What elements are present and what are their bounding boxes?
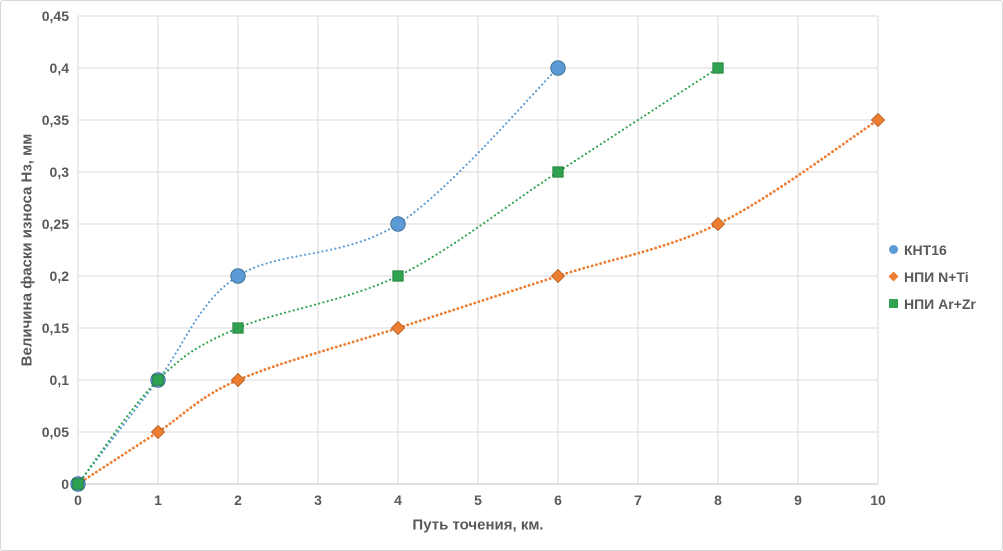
- legend-item-npi-n-ti: НПИ N+Ti: [888, 263, 976, 290]
- legend-label-knt16: КНТ16: [904, 241, 947, 258]
- svg-text:0: 0: [74, 492, 82, 508]
- svg-text:3: 3: [314, 492, 322, 508]
- svg-text:6: 6: [554, 492, 562, 508]
- svg-text:5: 5: [474, 492, 482, 508]
- svg-text:0,2: 0,2: [50, 268, 70, 284]
- legend-label-npi-ar-zr: НПИ Ar+Zr: [904, 295, 976, 312]
- svg-text:0,05: 0,05: [42, 424, 69, 440]
- svg-text:0,45: 0,45: [42, 8, 69, 24]
- svg-text:8: 8: [714, 492, 722, 508]
- svg-text:0,35: 0,35: [42, 112, 69, 128]
- diamond-marker-icon: [888, 271, 899, 282]
- tick-labels: 0 0,05 0,1 0,15 0,2 0,25 0,3 0,35 0,4 0,45 0 1 2 3 4 5 6…: [42, 8, 886, 508]
- legend-item-knt16: КНТ16: [889, 236, 976, 263]
- svg-text:2: 2: [234, 492, 242, 508]
- legend-item-npi-ar-zr: НПИ Ar+Zr: [889, 290, 976, 317]
- svg-text:0,3: 0,3: [50, 164, 70, 180]
- trendline-0: [76, 66, 560, 486]
- svg-text:0: 0: [61, 476, 69, 492]
- series-markers-2: [72, 62, 724, 490]
- svg-text:0,1: 0,1: [50, 372, 70, 388]
- svg-text:0,15: 0,15: [42, 320, 69, 336]
- svg-text:1: 1: [154, 492, 162, 508]
- circle-marker-icon: [889, 245, 898, 254]
- square-marker-icon: [889, 299, 898, 308]
- svg-text:9: 9: [794, 492, 802, 508]
- svg-text:4: 4: [394, 492, 402, 508]
- svg-text:7: 7: [634, 492, 642, 508]
- svg-text:0,25: 0,25: [42, 216, 69, 232]
- y-axis-title: Величина фаски износа Нз, мм: [18, 133, 36, 367]
- svg-text:10: 10: [870, 492, 886, 508]
- svg-text:0,4: 0,4: [50, 60, 70, 76]
- legend: КНТ16 НПИ N+Ti НПИ Ar+Zr: [888, 236, 976, 317]
- trendline-1: [76, 118, 880, 486]
- x-axis-title: Путь точения, км.: [412, 516, 544, 534]
- legend-label-npi-n-ti: НПИ N+Ti: [904, 268, 969, 285]
- gridlines: [77, 15, 879, 485]
